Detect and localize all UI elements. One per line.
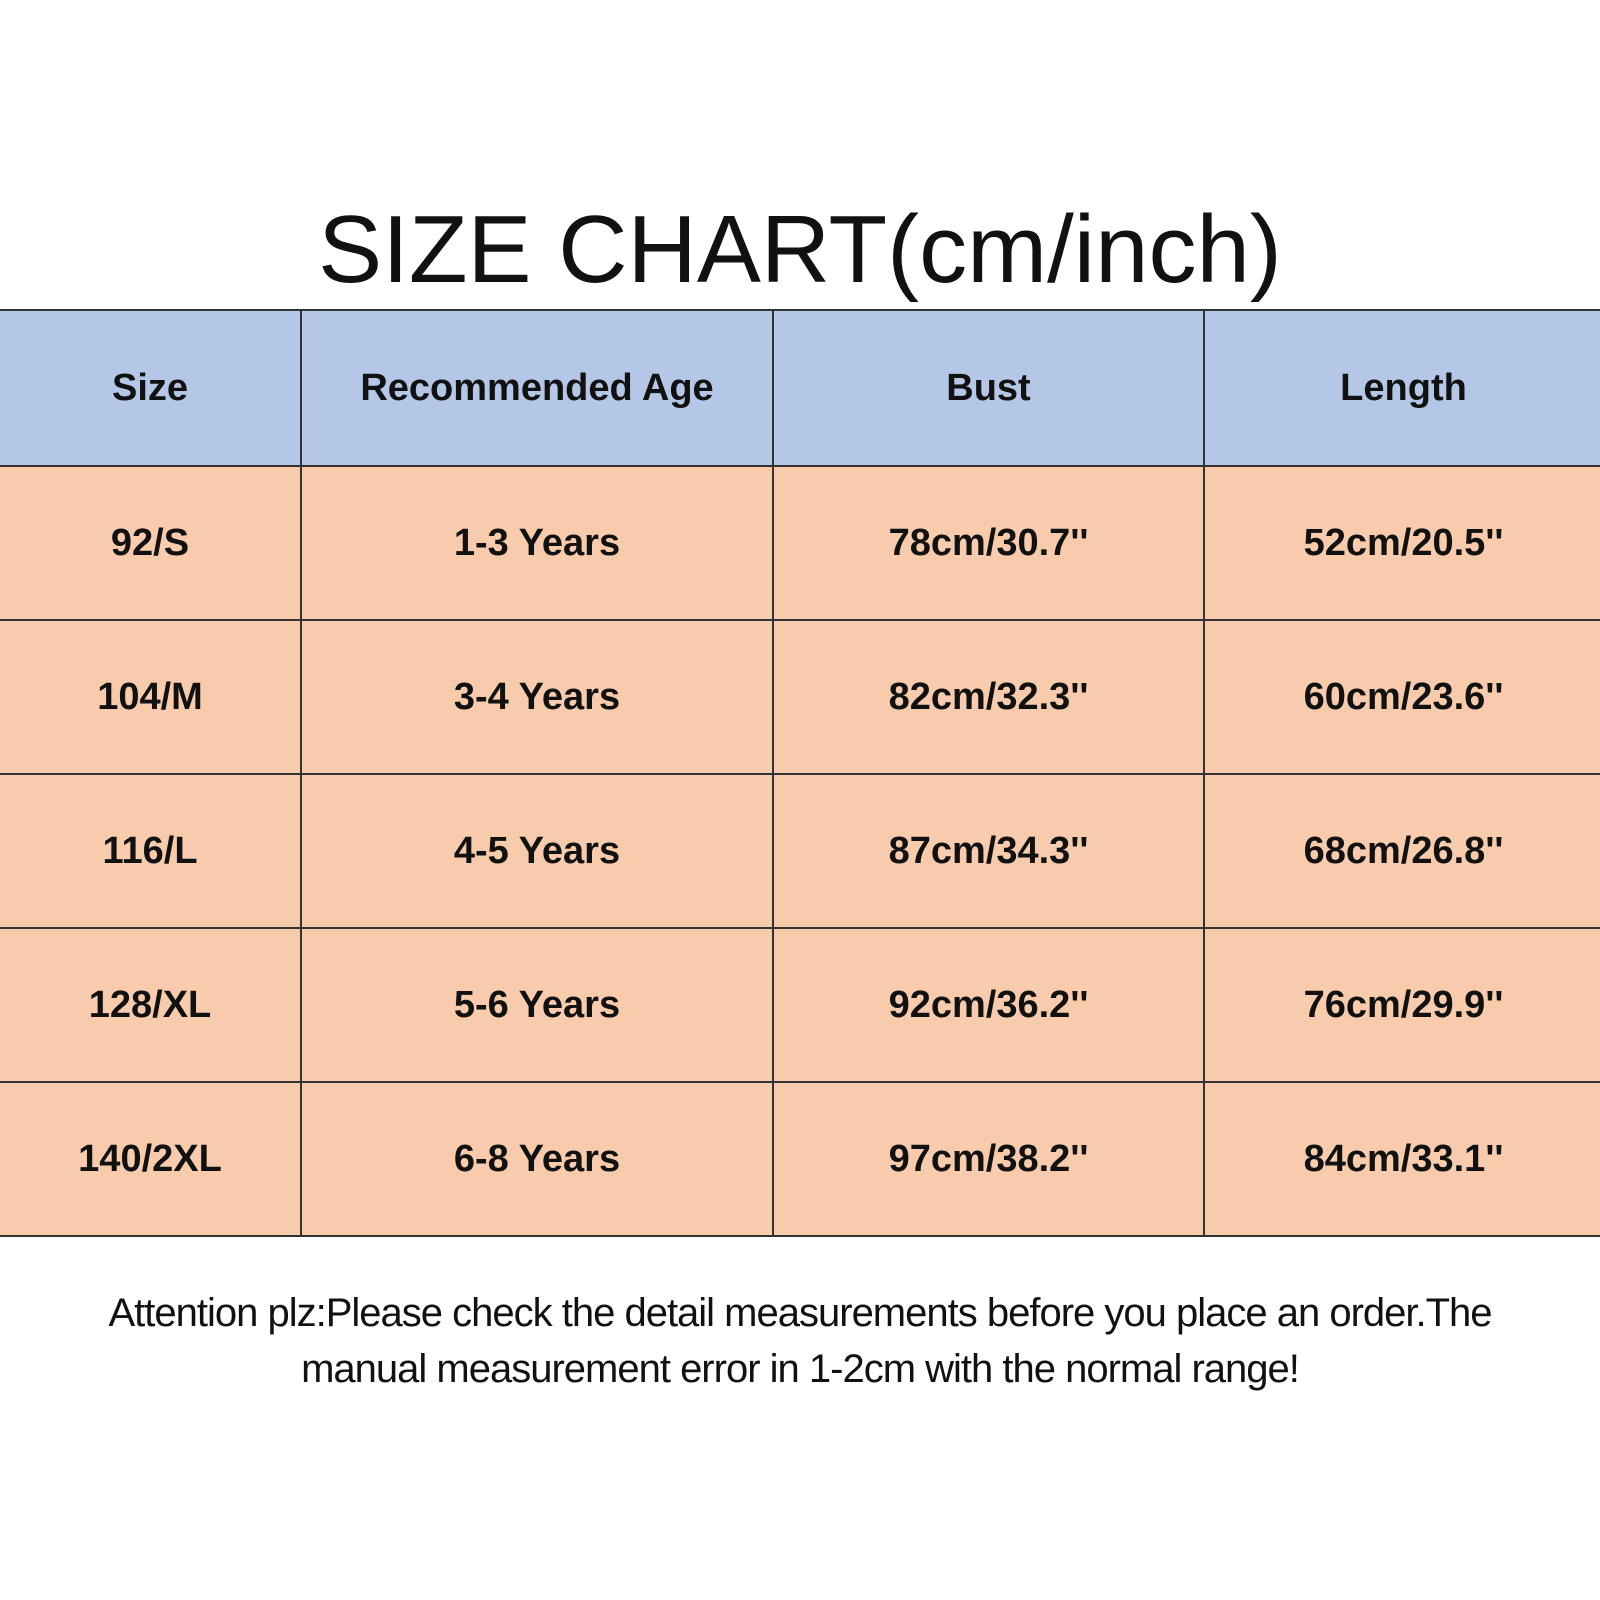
table-cell: 78cm/30.7'' xyxy=(772,465,1205,621)
table-cell: 140/2XL xyxy=(0,1081,302,1237)
table-cell: 76cm/29.9'' xyxy=(1203,927,1600,1083)
table-cell: 60cm/23.6'' xyxy=(1203,619,1600,775)
header-cell: Size xyxy=(0,309,302,467)
table-cell: 104/M xyxy=(0,619,302,775)
table-cell: 68cm/26.8'' xyxy=(1203,773,1600,929)
table-row: 92/S 1-3 Years 78cm/30.7'' 52cm/20.5'' xyxy=(0,465,1600,621)
table-cell: 92/S xyxy=(0,465,302,621)
header-row: Size Recommended Age Bust Length xyxy=(0,309,1600,467)
table-row: 104/M 3-4 Years 82cm/32.3'' 60cm/23.6'' xyxy=(0,619,1600,775)
note: Attention plz:Please check the detail me… xyxy=(0,1285,1600,1397)
size-table: Size Recommended Age Bust Length 92/S 1-3 Ye… xyxy=(0,309,1600,1237)
table-row: 116/L 4-5 Years 87cm/34.3'' 68cm/26.8'' xyxy=(0,773,1600,929)
table-cell: 4-5 Years xyxy=(300,773,774,929)
table-cell: 52cm/20.5'' xyxy=(1203,465,1600,621)
table-cell: 97cm/38.2'' xyxy=(772,1081,1205,1237)
table-cell: 3-4 Years xyxy=(300,619,774,775)
table-cell: 1-3 Years xyxy=(300,465,774,621)
table-cell: 92cm/36.2'' xyxy=(772,927,1205,1083)
table-row: 140/2XL 6-8 Years 97cm/38.2'' 84cm/33.1'' xyxy=(0,1081,1600,1237)
header-cell: Length xyxy=(1203,309,1600,467)
table-cell: 116/L xyxy=(0,773,302,929)
table-cell: 87cm/34.3'' xyxy=(772,773,1205,929)
table-cell: 6-8 Years xyxy=(300,1081,774,1237)
table-cell: 128/XL xyxy=(0,927,302,1083)
note-line: manual measurement error in 1-2cm with t… xyxy=(301,1347,1300,1391)
table-cell: 82cm/32.3'' xyxy=(772,619,1205,775)
header-cell: Bust xyxy=(772,309,1205,467)
title: SIZE CHART(cm/inch) xyxy=(318,196,1282,303)
header-cell: Recommended Age xyxy=(300,309,774,467)
table-cell: 84cm/33.1'' xyxy=(1203,1081,1600,1237)
table-body: 92/S 1-3 Years 78cm/30.7'' 52cm/20.5'' 104/M… xyxy=(0,465,1600,1237)
note-line: Attention plz:Please check the detail me… xyxy=(108,1291,1492,1335)
table-cell: 5-6 Years xyxy=(300,927,774,1083)
table-row: 128/XL 5-6 Years 92cm/36.2'' 76cm/29.9'' xyxy=(0,927,1600,1083)
